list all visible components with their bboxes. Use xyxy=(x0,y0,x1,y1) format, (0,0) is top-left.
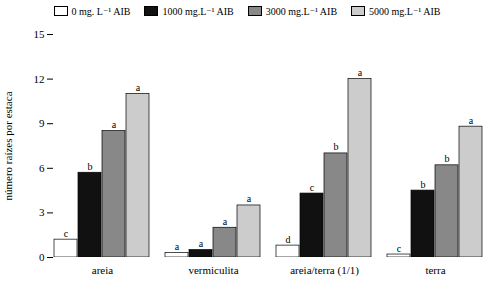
svg-text:c: c xyxy=(310,182,315,193)
svg-text:a: a xyxy=(247,193,252,204)
html-text:3000 mg.L⁻¹ AIB: 3000 mg.L⁻¹ AIB xyxy=(265,5,338,17)
svg-text:d: d xyxy=(286,234,291,245)
svg-text:9: 9 xyxy=(39,117,45,129)
svg-text:b: b xyxy=(334,141,339,152)
svg-text:12: 12 xyxy=(34,73,45,85)
svg-text:b: b xyxy=(88,161,93,172)
svg-text:15: 15 xyxy=(34,28,46,40)
svg-text:b: b xyxy=(445,153,450,164)
html-text:0 mg. L⁻¹ AIB: 0 mg. L⁻¹ AIB xyxy=(71,5,131,17)
svg-text:vermiculita: vermiculita xyxy=(188,264,238,276)
svg-text:b: b xyxy=(421,179,426,190)
html-text:1000 mg.L⁻¹ AIB: 1000 mg.L⁻¹ AIB xyxy=(162,5,234,17)
svg-text:número raízes por estaca: número raízes por estaca xyxy=(2,91,14,200)
svg-text:a: a xyxy=(112,119,117,130)
svg-text:c: c xyxy=(397,243,402,254)
svg-text:a: a xyxy=(199,238,204,249)
html-text:5000 mg.L⁻¹ AIB: 5000 mg.L⁻¹ AIB xyxy=(369,5,441,17)
svg-text:a: a xyxy=(358,67,363,78)
svg-text:a: a xyxy=(136,82,141,93)
svg-text:terra: terra xyxy=(425,264,445,276)
svg-text:c: c xyxy=(64,228,69,239)
svg-text:6: 6 xyxy=(39,162,45,174)
svg-text:a: a xyxy=(223,216,228,227)
svg-text:3: 3 xyxy=(39,206,45,218)
svg-text:a: a xyxy=(469,115,474,126)
svg-text:areia/terra (1/1): areia/terra (1/1) xyxy=(290,264,359,277)
svg-text:areia: areia xyxy=(92,264,113,276)
svg-text:0: 0 xyxy=(39,251,45,263)
svg-text:a: a xyxy=(175,241,180,252)
